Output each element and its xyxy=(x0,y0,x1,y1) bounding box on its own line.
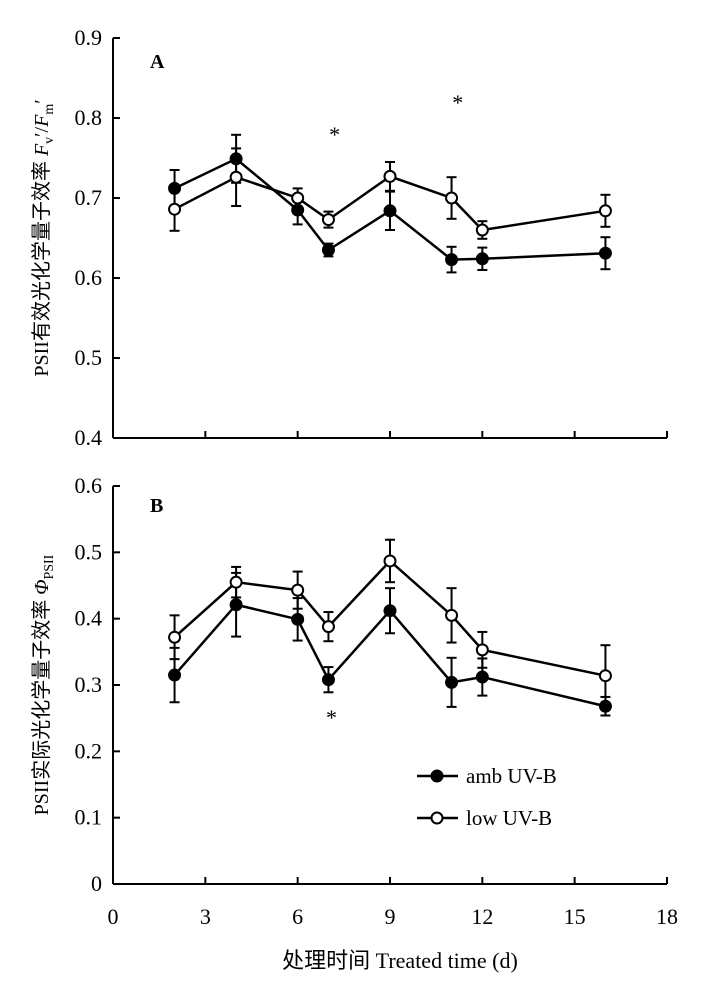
y-tick-label: 0.4 xyxy=(75,425,103,450)
data-point xyxy=(383,169,397,183)
y-axis-label-part: PSII有效光化学量子效率 xyxy=(30,156,53,377)
y-tick-label: 0.3 xyxy=(75,672,103,697)
panel-b: 0 0.1 0.2 0.3 0.4 0.5 0.6 0 3 6 9 12 15 18 B PSII实际光化学量… xyxy=(30,473,678,973)
y-axis-label-part: ′ xyxy=(31,99,53,103)
data-point xyxy=(168,202,182,216)
y-tick-label: 0.8 xyxy=(75,105,103,130)
data-point xyxy=(475,223,489,237)
data-point xyxy=(291,612,305,626)
series-line xyxy=(173,559,606,677)
data-point xyxy=(291,191,305,205)
x-tick-label: 6 xyxy=(292,904,303,929)
data-point xyxy=(168,630,182,644)
y-tick-label: 0.5 xyxy=(75,345,103,370)
data-point xyxy=(321,213,335,227)
data-point xyxy=(168,668,182,682)
significance-marker: * xyxy=(452,90,463,115)
data-point xyxy=(445,191,459,205)
y-tick-label: 0.5 xyxy=(75,539,103,564)
y-tick-label: 0.6 xyxy=(75,473,103,498)
data-point xyxy=(598,669,612,683)
y-axis-label-part: Φ xyxy=(31,580,53,595)
x-tick-label: 12 xyxy=(471,904,493,929)
data-point xyxy=(445,253,459,267)
y-tick-label: 0.9 xyxy=(75,25,103,50)
y-axis-label: PSII有效光化学量子效率 Fv′/Fm′ xyxy=(30,99,57,376)
data-point xyxy=(598,246,612,260)
data-point xyxy=(291,583,305,597)
data-point xyxy=(445,608,459,622)
data-point xyxy=(383,204,397,218)
data-point xyxy=(383,554,397,568)
series-line xyxy=(173,175,606,232)
legend-marker xyxy=(430,811,444,825)
legend-label: low UV-B xyxy=(466,806,552,830)
significance-marker: * xyxy=(326,705,337,730)
data-point xyxy=(229,575,243,589)
y-tick-label: 0.1 xyxy=(75,805,103,830)
y-axis-label-part: v xyxy=(42,137,57,144)
y-tick-label: 0.2 xyxy=(75,738,103,763)
significance-marker: * xyxy=(329,122,340,147)
x-tick-label: 18 xyxy=(656,904,678,929)
series-low-uv-b xyxy=(168,538,612,708)
data-point xyxy=(321,243,335,257)
panel-label: B xyxy=(150,495,163,517)
data-point xyxy=(475,670,489,684)
legend-marker xyxy=(430,769,444,783)
data-point xyxy=(383,604,397,618)
data-point xyxy=(321,620,335,634)
panel-label: A xyxy=(150,51,165,73)
y-tick-label: 0.6 xyxy=(75,265,103,290)
data-point xyxy=(598,204,612,218)
x-tick-label: 3 xyxy=(200,904,211,929)
y-axis-label-part: F xyxy=(31,114,53,128)
y-tick-label: 0 xyxy=(91,871,102,896)
x-tick-label: 9 xyxy=(385,904,396,929)
y-axis-label-part: PSII实际光化学量子效率 xyxy=(30,595,53,816)
y-axis-label: PSII实际光化学量子效率 ΦPSII xyxy=(30,554,57,815)
data-point xyxy=(229,598,243,612)
data-point xyxy=(445,675,459,689)
legend-label: amb UV-B xyxy=(466,764,557,788)
x-tick-label: 15 xyxy=(564,904,586,929)
legend: amb UV-B low UV-B xyxy=(417,764,557,830)
x-axis-label: 处理时间 Treated time (d) xyxy=(282,948,518,973)
y-axis-label-part: PSII xyxy=(42,554,57,579)
y-tick-label: 0.7 xyxy=(75,185,103,210)
y-axis-label-part: ′/ xyxy=(31,126,53,136)
x-tick-label: 0 xyxy=(108,904,119,929)
y-axis-label-part: F xyxy=(31,143,53,157)
data-point xyxy=(475,252,489,266)
y-tick-label: 0.4 xyxy=(75,606,103,631)
data-point xyxy=(475,643,489,657)
data-point xyxy=(321,673,335,687)
data-point xyxy=(229,170,243,184)
series-low-uv-b xyxy=(168,147,612,240)
y-axis-label-part: m xyxy=(42,104,57,115)
